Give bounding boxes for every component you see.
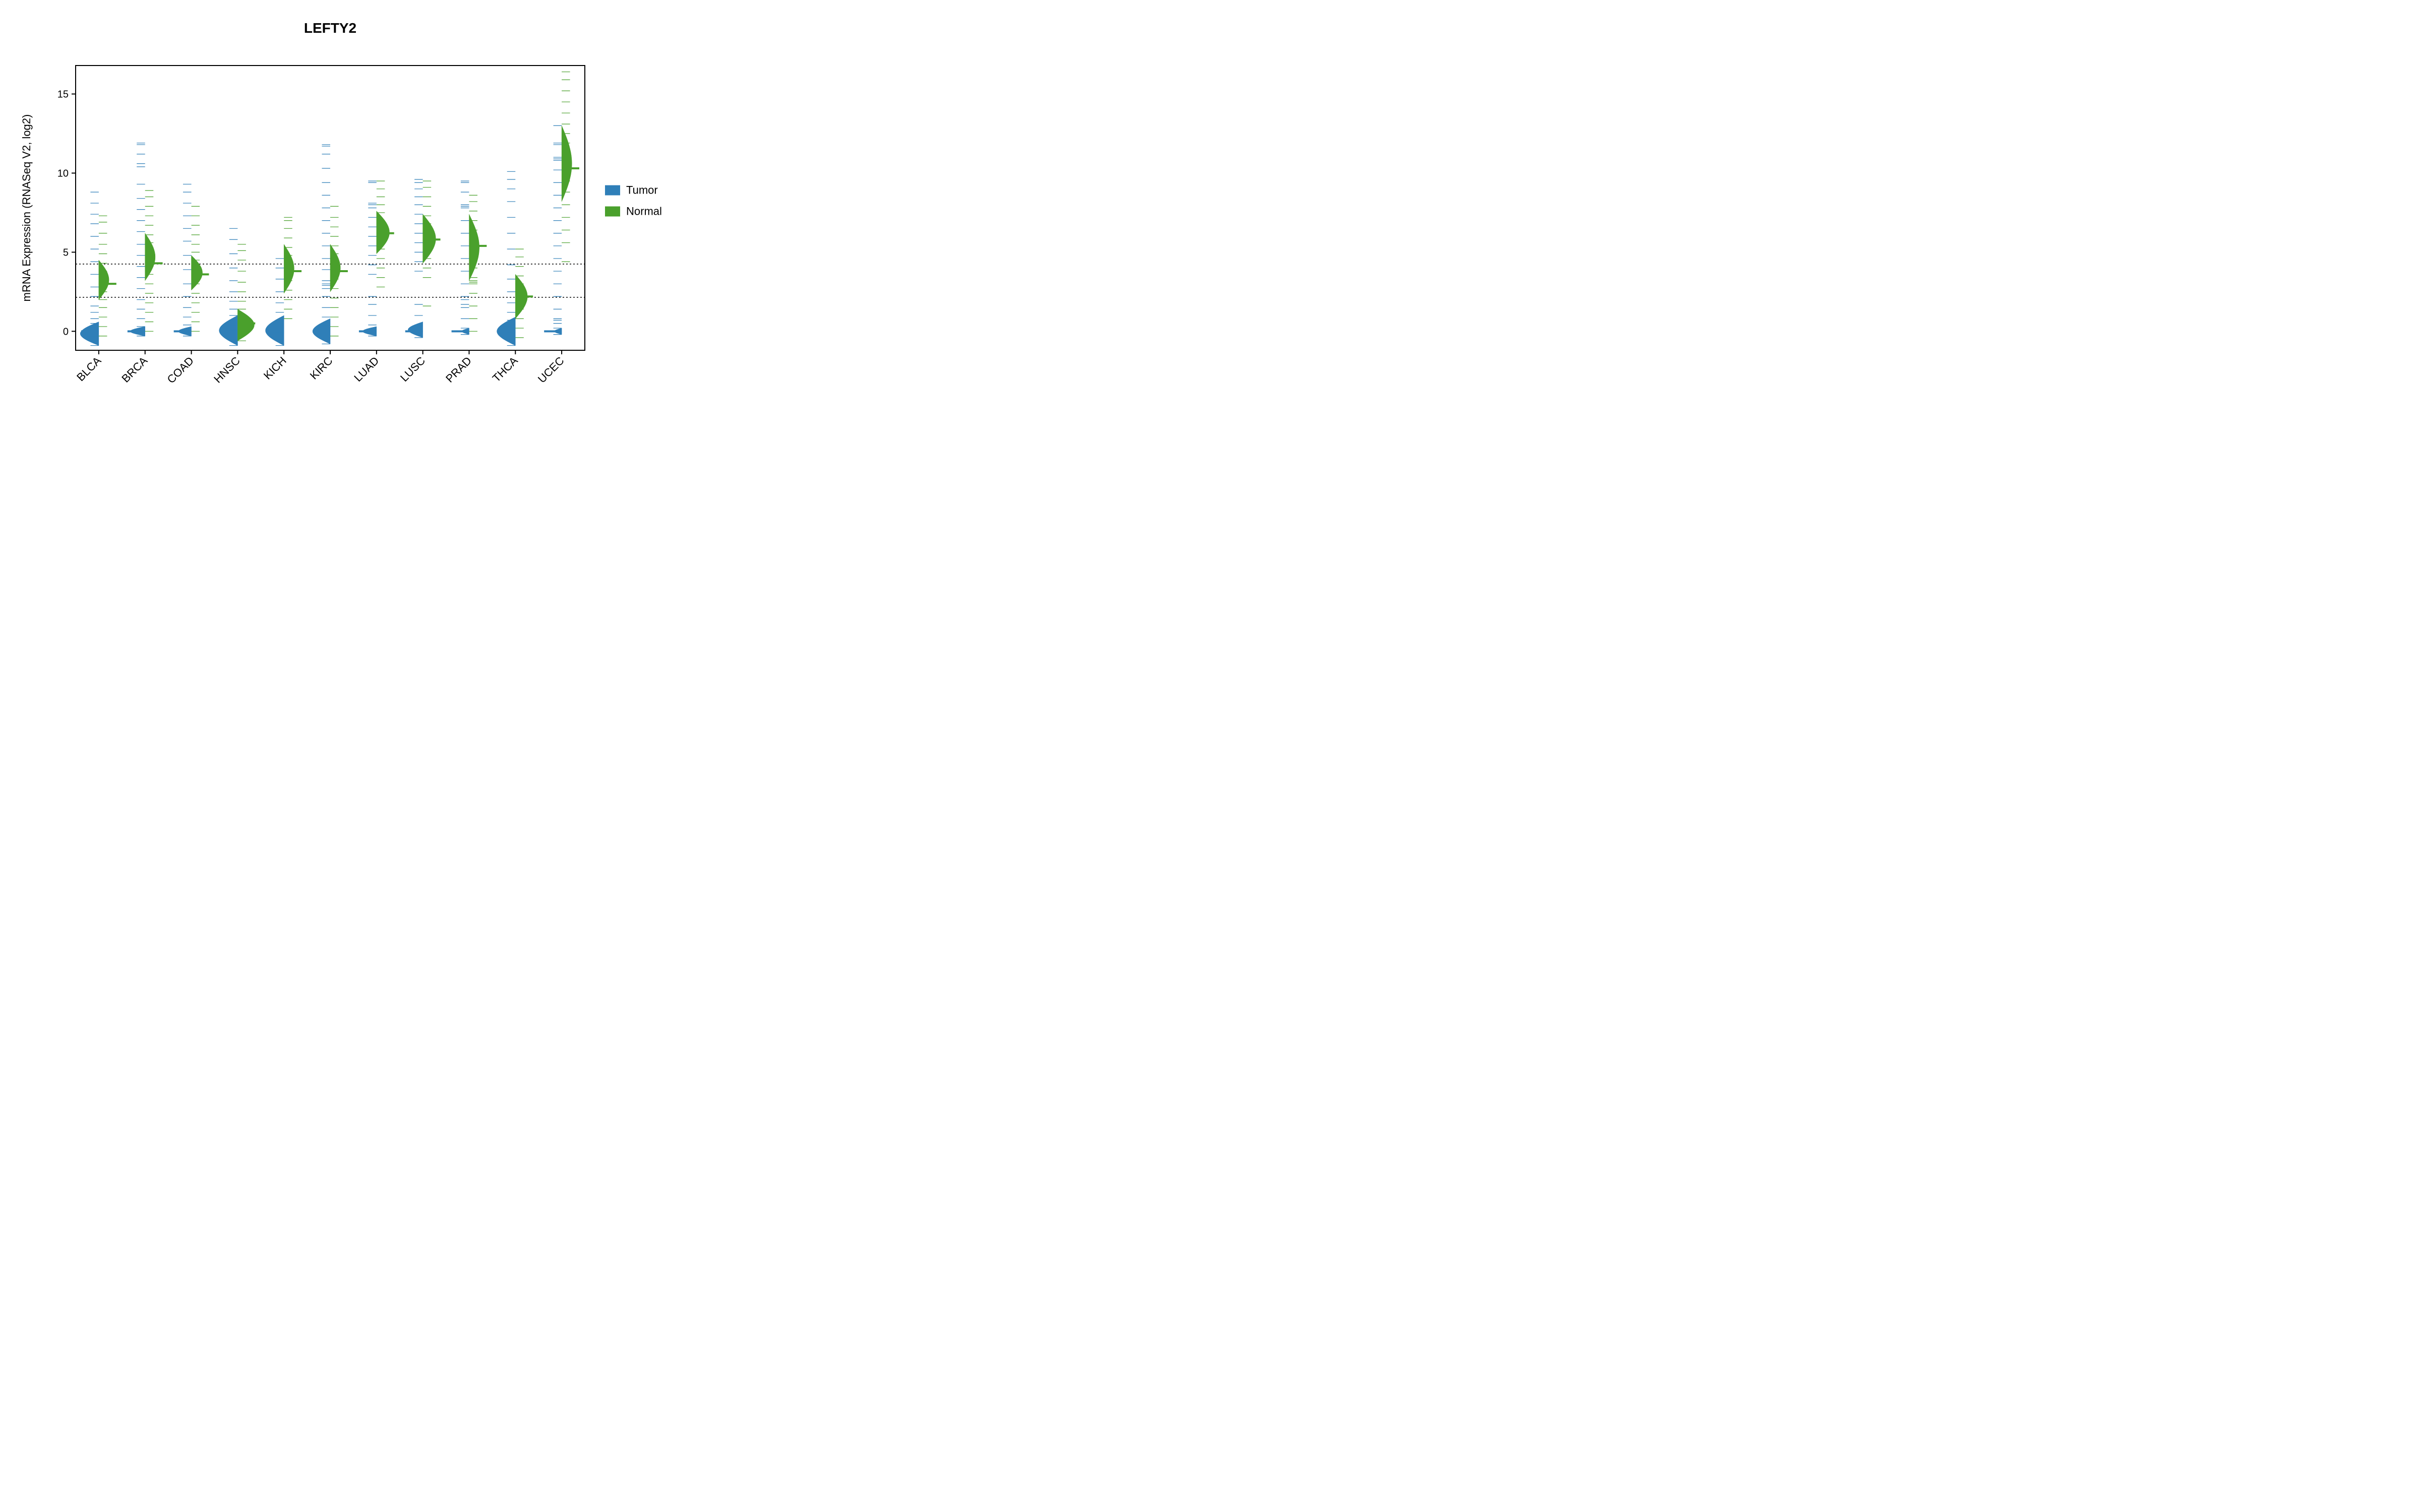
y-tick-label: 15 bbox=[57, 89, 69, 100]
legend-swatch bbox=[605, 207, 620, 217]
bean-density bbox=[99, 260, 109, 300]
x-category-label: PRAD bbox=[443, 354, 474, 385]
chart-container: LEFTY2 0 5 10 15 mRNA Expression (RNASeq V2, … bbox=[0, 0, 706, 441]
bean-density bbox=[330, 244, 340, 292]
bean-density bbox=[284, 244, 294, 293]
x-category-label: LUSC bbox=[398, 354, 428, 384]
x-category-label: HNSC bbox=[211, 354, 243, 386]
x-category-label: KIRC bbox=[308, 354, 335, 382]
legend-label: Normal bbox=[626, 205, 662, 218]
bean-density bbox=[192, 256, 203, 290]
y-axis-label: mRNA Expression (RNASeq V2, log2) bbox=[20, 114, 33, 302]
y-tick-label: 5 bbox=[63, 247, 69, 258]
x-category-label: UCEC bbox=[535, 354, 567, 386]
legend-swatch bbox=[605, 185, 620, 196]
y-tick-label: 10 bbox=[57, 168, 69, 179]
bean-density bbox=[145, 233, 155, 281]
bean-density bbox=[408, 322, 422, 338]
beanplot-svg: LEFTY2 0 5 10 15 mRNA Expression (RNASeq V2, … bbox=[0, 0, 706, 441]
chart-title: LEFTY2 bbox=[304, 20, 356, 36]
x-category-label: THCA bbox=[490, 354, 520, 385]
x-category-label: COAD bbox=[164, 354, 196, 386]
bean-density bbox=[80, 322, 99, 346]
x-category-label: KICH bbox=[261, 354, 289, 382]
bean-density bbox=[562, 125, 572, 202]
bean-density bbox=[237, 309, 254, 341]
legend-label: Tumor bbox=[626, 184, 658, 197]
x-category-label: BRCA bbox=[119, 354, 150, 385]
y-tick-label: 0 bbox=[63, 326, 69, 337]
x-category-label: LUAD bbox=[351, 354, 381, 384]
x-category-label: BLCA bbox=[74, 354, 104, 384]
bean-density bbox=[469, 214, 479, 281]
